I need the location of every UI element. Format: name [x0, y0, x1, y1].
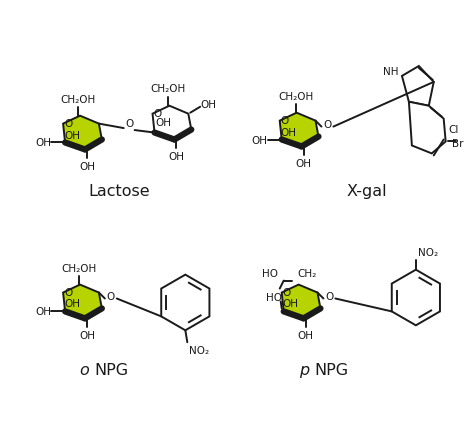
Text: OH: OH — [168, 152, 184, 162]
Text: OH: OH — [155, 117, 172, 127]
Text: O: O — [323, 119, 331, 129]
Text: OH: OH — [200, 99, 216, 110]
Polygon shape — [392, 270, 440, 325]
Text: p: p — [300, 362, 310, 377]
Text: NO₂: NO₂ — [418, 247, 438, 257]
Text: OH: OH — [298, 331, 314, 340]
Polygon shape — [402, 67, 434, 106]
Text: OH: OH — [252, 135, 268, 145]
Text: CH₂OH: CH₂OH — [151, 84, 186, 94]
Text: OH: OH — [281, 127, 297, 137]
Text: O: O — [325, 291, 334, 301]
Text: O: O — [126, 119, 134, 129]
Text: X-gal: X-gal — [347, 183, 387, 198]
Polygon shape — [280, 113, 319, 147]
Polygon shape — [63, 117, 102, 150]
Text: CH₂OH: CH₂OH — [61, 263, 97, 273]
Text: HO: HO — [266, 293, 282, 303]
Text: O: O — [64, 118, 72, 128]
Text: O: O — [283, 287, 291, 297]
Text: OH: OH — [283, 299, 299, 309]
Text: CH₂OH: CH₂OH — [60, 95, 96, 105]
Polygon shape — [282, 285, 320, 318]
Text: HO: HO — [262, 268, 278, 278]
Text: OH: OH — [79, 331, 95, 340]
Text: NO₂: NO₂ — [189, 346, 210, 355]
Polygon shape — [153, 106, 191, 140]
Polygon shape — [409, 102, 446, 154]
Text: NPG: NPG — [94, 362, 128, 377]
Text: OH: OH — [296, 159, 311, 169]
Text: OH: OH — [79, 162, 95, 172]
Text: NPG: NPG — [315, 362, 349, 377]
Text: OH: OH — [35, 307, 51, 317]
Text: O: O — [154, 109, 162, 118]
Text: Br: Br — [452, 139, 464, 149]
Text: CH₂: CH₂ — [298, 268, 317, 278]
Text: OH: OH — [64, 130, 80, 140]
Text: NH: NH — [383, 67, 399, 77]
Text: o: o — [79, 362, 89, 377]
Text: Cl: Cl — [448, 124, 459, 134]
Text: CH₂OH: CH₂OH — [278, 92, 313, 102]
Text: OH: OH — [64, 299, 80, 309]
Text: O: O — [107, 291, 115, 301]
Text: O: O — [64, 287, 72, 297]
Text: O: O — [281, 115, 289, 125]
Polygon shape — [161, 275, 210, 331]
Polygon shape — [63, 285, 102, 318]
Text: OH: OH — [35, 138, 51, 148]
Text: Lactose: Lactose — [88, 183, 150, 198]
